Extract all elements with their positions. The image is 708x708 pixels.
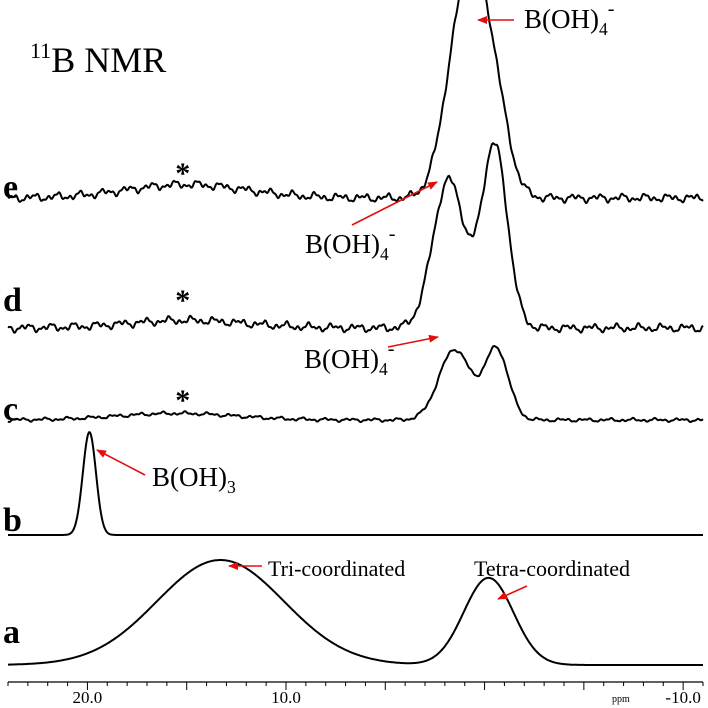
trace-label-d: d xyxy=(3,282,22,319)
trace-d xyxy=(7,142,704,334)
annotation-label-1: Tri-coordinated xyxy=(268,556,405,581)
annotation-label-6: B(OH)4- xyxy=(524,0,615,39)
trace-label-e: e xyxy=(3,169,18,206)
spectra-traces xyxy=(7,0,704,666)
annotation-arrow-3 xyxy=(96,449,146,476)
annotation-label-5: B(OH)4- xyxy=(305,223,396,264)
x-axis: 20.0 10.0 -10.0 ppm xyxy=(7,681,704,707)
annotation-label-2: Tetra-coordinated xyxy=(474,556,630,581)
annotation-arrow-4 xyxy=(387,334,439,348)
x-tick-label: 10.0 xyxy=(271,688,301,707)
x-tick-label: -10.0 xyxy=(665,688,700,707)
asterisk-e: * xyxy=(175,157,190,190)
asterisk-d: * xyxy=(175,284,190,317)
annotation-label-4: B(OH)4- xyxy=(304,338,395,379)
chart-title: 11B NMR xyxy=(30,38,166,80)
trace-label-b: b xyxy=(3,502,22,539)
trace-label-c: c xyxy=(3,391,18,428)
trace-label-a: a xyxy=(3,614,20,651)
spinning-sideband-markers: * * * xyxy=(175,157,190,417)
x-unit-label: ppm xyxy=(612,694,630,705)
x-tick-label: 20.0 xyxy=(73,688,103,707)
asterisk-c: * xyxy=(175,384,190,417)
trace-e xyxy=(7,0,704,205)
chart-title-text: 11B NMR xyxy=(30,38,166,80)
annotation-arrow-2 xyxy=(497,585,528,600)
peak-annotations: Tri-coordinated Tetra-coordinated B(OH)3 B(… xyxy=(96,0,630,600)
trace-c xyxy=(7,345,704,424)
trace-a xyxy=(8,559,703,666)
annotation-arrow-5 xyxy=(351,181,438,226)
trace-b xyxy=(8,431,703,536)
annotation-label-3: B(OH)3 xyxy=(152,462,236,497)
trace-labels: a b c d e xyxy=(3,169,22,651)
